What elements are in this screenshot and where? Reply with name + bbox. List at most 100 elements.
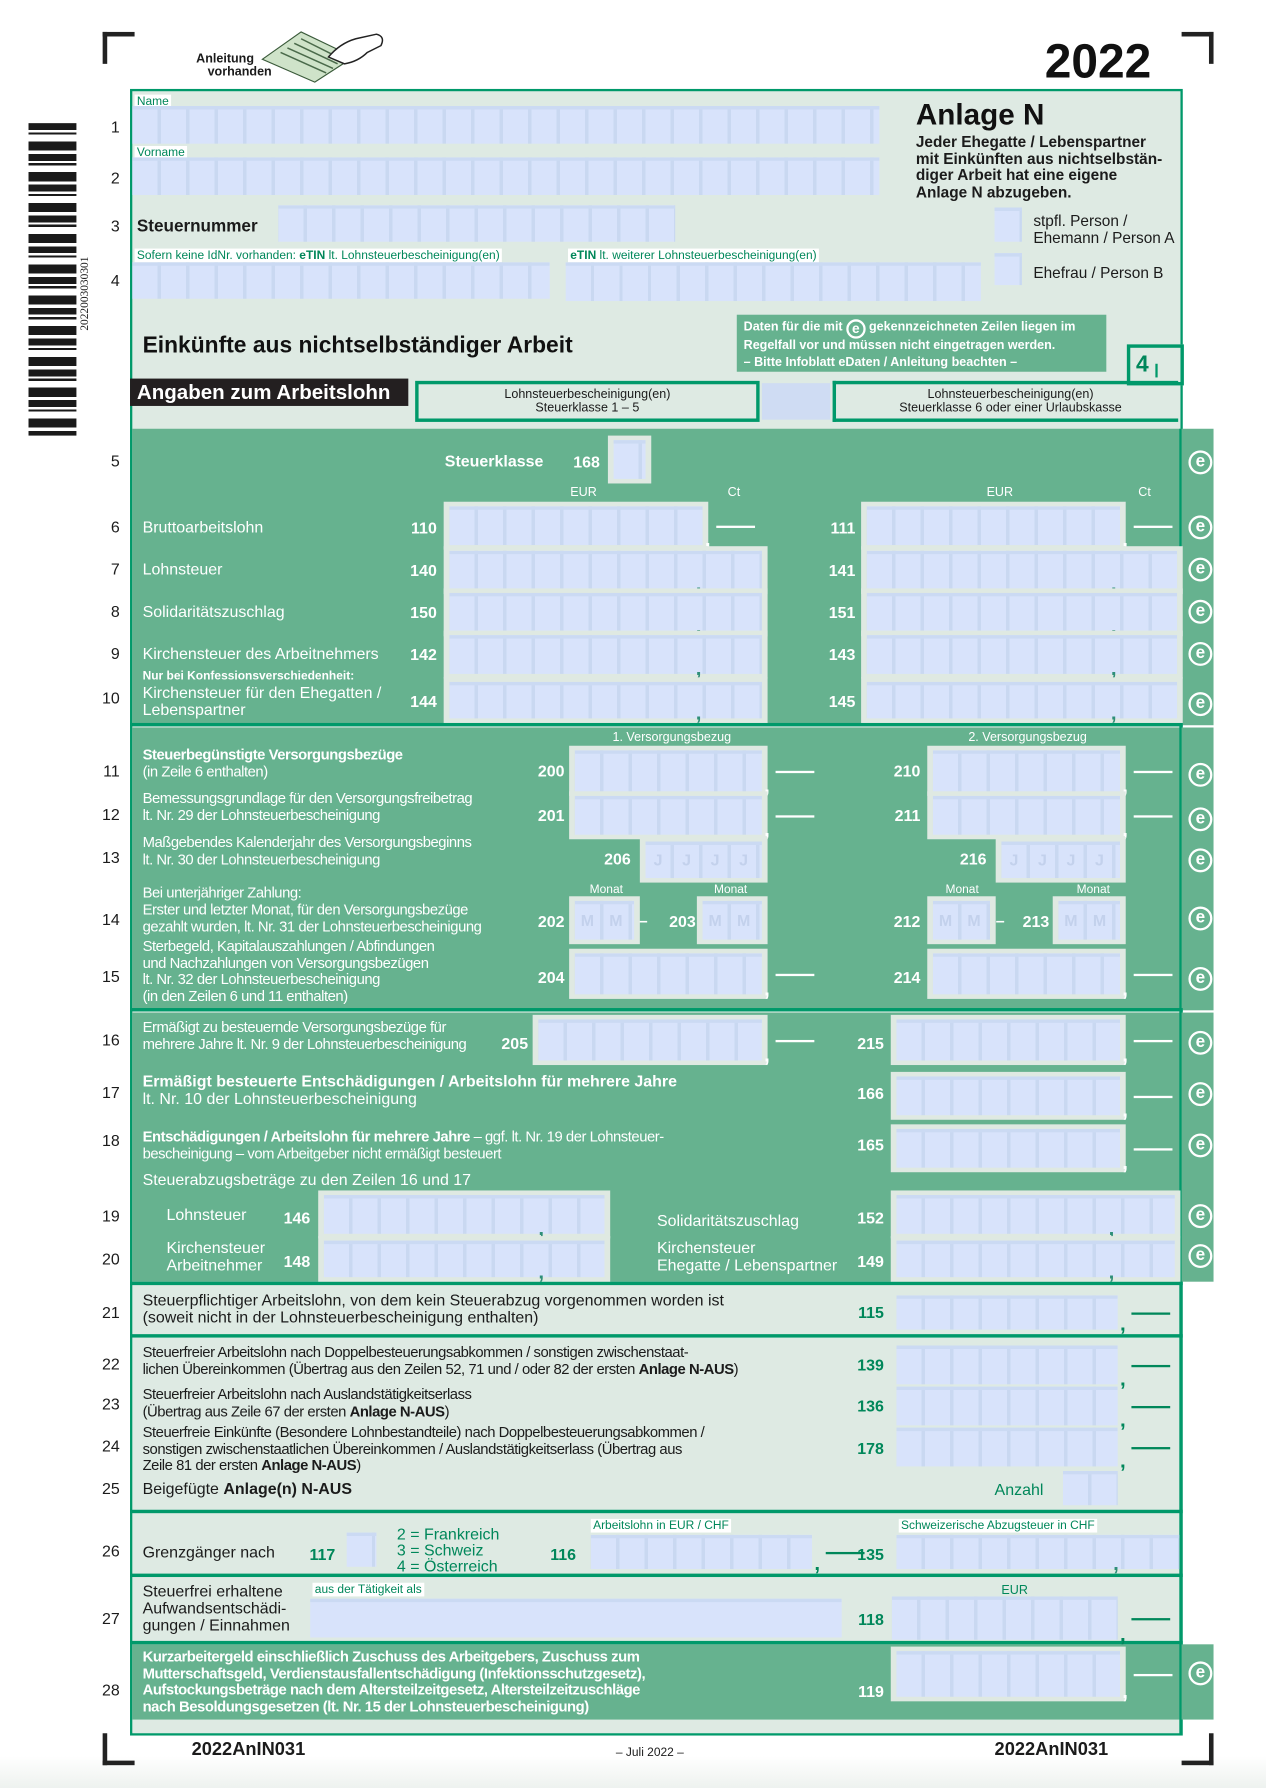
decimal-comma-icon: ,: [1120, 1408, 1126, 1432]
month-label: Monat: [713, 882, 748, 897]
line-number: 3: [110, 216, 120, 235]
decimal-comma-icon: ,: [1110, 701, 1117, 725]
pension-field-b[interactable]: [932, 750, 1121, 792]
vertical-form-code: 2022003030301: [78, 256, 92, 331]
solidarity-field-b[interactable]: [866, 592, 1178, 632]
reduced-pension-field-b[interactable]: [896, 1019, 1121, 1061]
decimal-comma-icon: ,: [1122, 774, 1129, 798]
column-header-class-1-5: Lohnsteuerbescheinigung(en) Steuerklasse…: [415, 380, 760, 422]
activity-field[interactable]: [310, 1598, 842, 1638]
placeholder-glyph: J: [682, 850, 692, 869]
guide-hand-document-icon: [261, 31, 384, 83]
info-box: Daten für die mit e gekennzeichneten Zei…: [736, 314, 1107, 372]
decimal-comma-icon: ,: [1120, 1367, 1126, 1391]
reduced-compensation-field[interactable]: [896, 1076, 1121, 1116]
death-benefit-field-b[interactable]: [932, 953, 1121, 995]
label-cross-border: Grenzgänger nach: [142, 1542, 275, 1562]
solidarity-field-a[interactable]: [449, 592, 762, 632]
label-church-tax-spouse: Kirchensteuer für den Ehegatten / Lebensp…: [142, 683, 382, 719]
tax-free-special-field[interactable]: [896, 1427, 1118, 1467]
label-attached-n-aus: Beigefügte Anlage(n) N-AUS: [142, 1478, 352, 1498]
person-a-checkbox[interactable]: [994, 207, 1022, 242]
field-code: 202: [537, 912, 565, 931]
income-tax-field-b[interactable]: [866, 550, 1178, 590]
label-tax-free-special: Steuerfreie Einkünfte (Besondere Lohnbes…: [142, 1423, 705, 1474]
cents-dash-icon: [1133, 973, 1173, 977]
decimal-comma-icon: ,: [1122, 527, 1129, 551]
income-tax-field-a[interactable]: [449, 550, 762, 590]
gross-wage-field-a[interactable]: [449, 506, 703, 546]
field-code: 144: [410, 692, 437, 711]
column-label-ct: Ct: [1138, 485, 1151, 500]
field-code: 148: [283, 1252, 311, 1271]
pension-field-a[interactable]: [574, 750, 762, 792]
tax-class-field[interactable]: [613, 440, 646, 479]
footer-date: – Juli 2022 –: [615, 1745, 684, 1760]
label-assessment-base: Bemessungsgrundlage für den Versorgungsf…: [142, 789, 473, 824]
decimal-comma-icon: ,: [1108, 1216, 1115, 1240]
tax-free-dba-field[interactable]: [896, 1345, 1118, 1385]
person-b-checkbox[interactable]: [994, 253, 1022, 286]
decimal-comma-icon: ,: [1122, 977, 1129, 1001]
tax-free-ate-field[interactable]: [896, 1386, 1118, 1426]
church-tax-field-a[interactable]: [449, 635, 762, 674]
taxable-wage-field[interactable]: [896, 1295, 1118, 1330]
church-tax-spouse-20-field[interactable]: [896, 1240, 1175, 1278]
solidarity-19-field[interactable]: [896, 1195, 1175, 1234]
column-label-eur: EUR: [986, 485, 1014, 500]
church-tax-spouse-field-a[interactable]: [449, 681, 762, 719]
label-gross-wage: Bruttoarbeitslohn: [142, 517, 264, 536]
decimal-comma-icon: ,: [538, 1260, 545, 1283]
label-death-benefits: Sterbegeld, Kapitalauszahlungen / Abfind…: [142, 937, 435, 1005]
field-code: 205: [501, 1034, 529, 1053]
compensation-field[interactable]: [896, 1128, 1121, 1168]
decimal-comma-icon: ,: [1120, 1622, 1126, 1646]
name-field[interactable]: [132, 106, 880, 144]
cents-dash-icon: [825, 1551, 865, 1555]
month-label: Monat: [945, 882, 979, 897]
e-data-marker-icon: e: [1188, 1661, 1213, 1686]
e-data-marker-icon: e: [1188, 1030, 1213, 1055]
firstname-field[interactable]: [132, 157, 880, 195]
short-time-allowance-field[interactable]: [896, 1651, 1121, 1697]
assessment-base-field-a[interactable]: [574, 795, 762, 835]
count-label: Anzahl: [994, 1480, 1044, 1499]
country-code-field[interactable]: [346, 1532, 377, 1567]
cross-border-wage-field[interactable]: [590, 1534, 813, 1570]
field-code: 150: [410, 603, 437, 622]
gross-wage-field-b[interactable]: [866, 506, 1121, 546]
assessment-base-field-b[interactable]: [932, 795, 1121, 835]
allowance-field[interactable]: [891, 1596, 1118, 1640]
church-tax-field-b[interactable]: [866, 635, 1178, 674]
n-aus-count-field[interactable]: [1062, 1470, 1118, 1506]
line-number: 11: [103, 761, 120, 780]
income-tax-19-field[interactable]: [323, 1195, 605, 1234]
death-benefit-field-a[interactable]: [574, 953, 762, 995]
reduced-pension-field-a[interactable]: [538, 1019, 762, 1061]
line-number: 4: [110, 271, 120, 290]
column-header-class-6: Lohnsteuerbescheinigung(en) Steuerklasse…: [832, 380, 1179, 422]
swiss-tax-label: Schweizerische Abzugsteuer in CHF: [898, 1518, 1098, 1533]
field-code: 216: [959, 849, 987, 868]
etin-label: Sofern keine IdNr. vorhanden: eTIN lt. L…: [134, 248, 502, 263]
field-code: 168: [573, 452, 600, 471]
label-short-time-allowance: Kurzarbeitergeld einschließlich Zuschuss…: [142, 1647, 646, 1715]
etin-second-field[interactable]: [565, 262, 981, 302]
tax-number-field[interactable]: [278, 205, 676, 242]
church-tax-employee-field[interactable]: [323, 1240, 605, 1278]
e-data-marker-icon: e: [1188, 966, 1213, 991]
etin-field[interactable]: [132, 262, 550, 299]
decimal-comma-icon: ,: [1110, 614, 1117, 638]
cents-dash-icon: [1131, 1405, 1171, 1409]
church-tax-spouse-field-b[interactable]: [866, 681, 1178, 719]
page-number-box: 4: [1126, 344, 1184, 386]
swiss-tax-field[interactable]: [896, 1534, 1180, 1570]
line-number: 13: [101, 848, 120, 867]
decimal-comma-icon: ,: [695, 614, 702, 638]
